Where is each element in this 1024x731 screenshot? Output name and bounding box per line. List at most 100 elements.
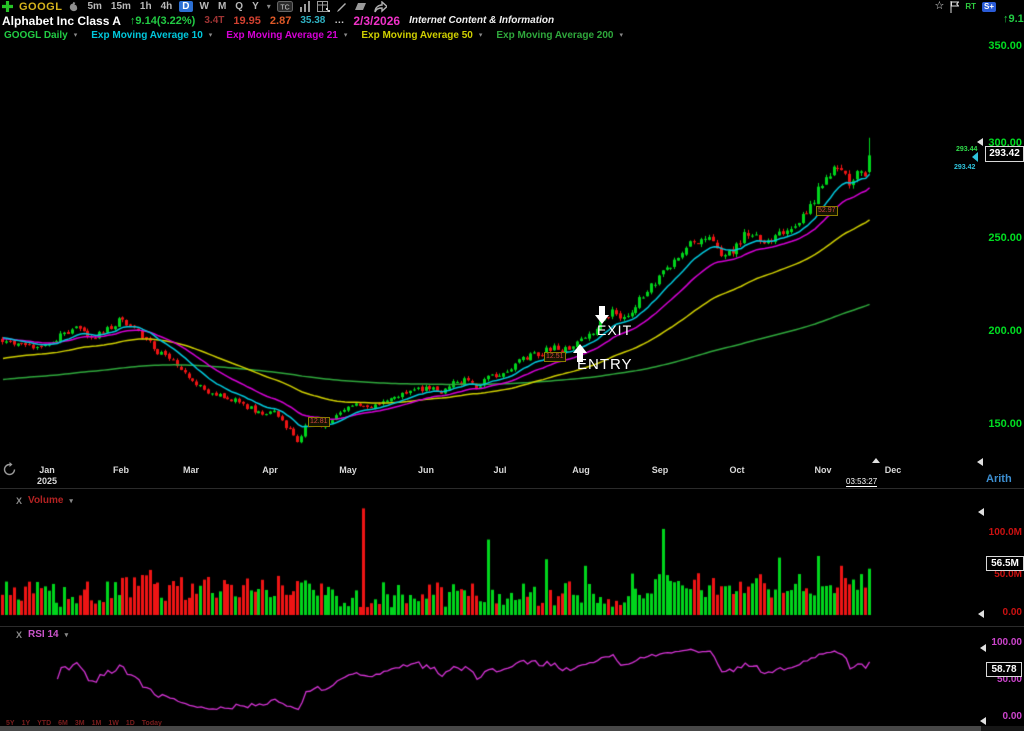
exit-arrow-icon[interactable] [595,306,609,324]
month-label-Feb: Feb [112,465,130,475]
entry-annotation[interactable]: ENTRY [577,356,633,373]
countdown-timer[interactable]: 03:53:27 [846,477,878,487]
quote-strip: Alphabet Inc Class A ↑9.14(3.22%) 3.4T 1… [0,13,1024,28]
range-button-5Y[interactable]: 5Y [6,720,15,727]
pe-ratio: 19.95 [233,14,261,27]
price-lbl-text: 350.00 [988,40,1022,52]
timeframe-caret-icon[interactable]: ▾ [266,2,271,11]
top-toolbar: GOOGL 5m 15m 1h 4h D W M Q Y ▾ TC ☆ RT [0,0,1024,13]
pane-separator-2[interactable] [0,626,1024,627]
add-symbol-icon[interactable] [2,1,13,13]
timeframe-button-D[interactable]: D [179,1,193,12]
tc-logo-icon[interactable]: TC [276,1,293,13]
month-label-May: May [339,465,357,475]
timeframe-button-Y[interactable]: Y [252,1,259,12]
symbol-label[interactable]: GOOGL [19,0,63,13]
volume-marker-icon [978,508,984,516]
vol-lbl-text: 100.0M [988,527,1022,538]
refresh-icon[interactable] [2,461,17,475]
price-change: ↑9.14(3.22%) [129,14,196,27]
candle-note-tag[interactable]: 52.97 [816,206,838,216]
indicator-caret-icon[interactable]: ▾ [208,32,213,39]
price-lbl-text: 200.00 [988,325,1022,337]
exit-annotation[interactable]: EXIT [597,322,633,338]
indicator-label-0[interactable]: GOOGL Daily [4,29,68,41]
indicator-caret-icon[interactable]: ▾ [343,32,348,39]
pane-separator[interactable] [0,488,1024,489]
range-button-Today[interactable]: Today [141,720,162,727]
tag-icon[interactable] [354,1,367,13]
indicator-label-2[interactable]: Exp Moving Average 21 [226,29,338,41]
price-chart-canvas[interactable] [0,42,980,462]
ask-price-tiny-label: 293.44 [956,146,978,153]
range-button-1Y[interactable]: 1Y [21,720,31,727]
range-button-1M[interactable]: 1M [91,720,102,727]
draw-pencil-icon[interactable] [336,1,348,13]
month-label-Aug: Aug [572,465,590,475]
entry-arrow-icon[interactable] [573,344,587,362]
volume-chart-canvas[interactable] [0,490,980,622]
scale-mode-toggle[interactable]: Arith [986,473,1012,485]
timeframe-button-Q[interactable]: Q [235,1,244,12]
price-change-right: ↑9.1 [1003,13,1024,25]
horizontal-scrollbar[interactable] [0,726,981,731]
flag-icon[interactable] [950,0,960,13]
month-label-Mar: Mar [182,465,200,475]
vol-lbl-text: 50.0M [994,569,1022,580]
month-label-Jan: Jan [39,465,55,475]
rsi-lbl-text: 100.00 [991,637,1022,648]
last-price-badge: 293.42 [985,146,1024,162]
industry-label: Internet Content & Information [409,15,555,26]
range-button-YTD[interactable]: YTD [37,720,52,727]
month-label-Jun: Jun [417,465,435,475]
rsi-lbl-text: 50.00 [996,674,1022,685]
volume-zero-marker-icon [978,610,984,618]
timeframe-button-5m[interactable]: 5m [87,1,102,12]
candle-note-tag[interactable]: 12.51 [544,352,566,362]
indicator-caret-icon[interactable]: ▾ [619,32,623,39]
bid-price-tiny-label: 293.42 [954,164,976,171]
splus-badge[interactable]: S+ [981,1,996,12]
timeframe-button-W[interactable]: W [199,1,209,12]
favorite-star-icon[interactable]: ☆ [934,0,945,12]
indicator-label-3[interactable]: Exp Moving Average 50 [361,29,473,41]
range-button-1W[interactable]: 1W [108,720,119,727]
quote-stat: 35.38 [300,15,326,26]
share-arrow-icon[interactable] [373,0,387,13]
market-cap: 3.4T [204,15,225,26]
indicator-label-4[interactable]: Exp Moving Average 200 [496,29,614,41]
add-note-icon[interactable] [316,0,330,13]
candle-note-tag[interactable]: 12.81 [308,417,330,427]
scrollbar-track[interactable] [981,726,1024,731]
timeframe-button-M[interactable]: M [217,1,227,12]
realtime-indicator[interactable]: RT [965,2,976,11]
bid-arrow-icon [972,152,978,162]
timeframe-button-1h[interactable]: 1h [139,1,152,12]
price-lbl-text: 250.00 [988,232,1022,244]
month-label-Apr: Apr [262,465,278,475]
rsi-zero-marker-icon [980,717,986,725]
timeframe-button-15m[interactable]: 15m [110,1,131,12]
range-button-1D[interactable]: 1D [125,720,135,727]
range-button-row: 5Y 1Y YTD 6M 3M 1M 1W 1D Today [6,720,162,727]
indicator-caret-icon[interactable]: ▾ [478,32,483,39]
rsi-chart-canvas[interactable] [0,627,980,724]
range-button-3M[interactable]: 3M [74,720,85,727]
range-button-6M[interactable]: 6M [58,720,68,727]
timeframe-button-4h[interactable]: 4h [160,1,173,12]
company-name: Alphabet Inc Class A [2,13,121,28]
rsi-top-marker-icon [980,644,986,652]
indicator-label-1[interactable]: Exp Moving Average 10 [91,29,203,41]
quote-ellipsis[interactable]: … [334,15,345,26]
indicator-legend-row: GOOGL Daily ▾ Exp Moving Average 10 ▾ Exp Mo… [0,28,1024,42]
earnings-date: 2/3/2026 [353,13,401,28]
volume-badge: 56.5M [986,556,1024,571]
indicator-caret-icon[interactable]: ▾ [73,32,78,39]
svg-text:TC: TC [280,5,289,12]
pointer-icon[interactable] [68,1,79,13]
month-label-Sep: Sep [651,465,669,475]
high-marker-icon [977,138,983,146]
rsi-lbl-text: 0.00 [1002,711,1022,722]
bar-chart-icon[interactable] [299,1,311,13]
